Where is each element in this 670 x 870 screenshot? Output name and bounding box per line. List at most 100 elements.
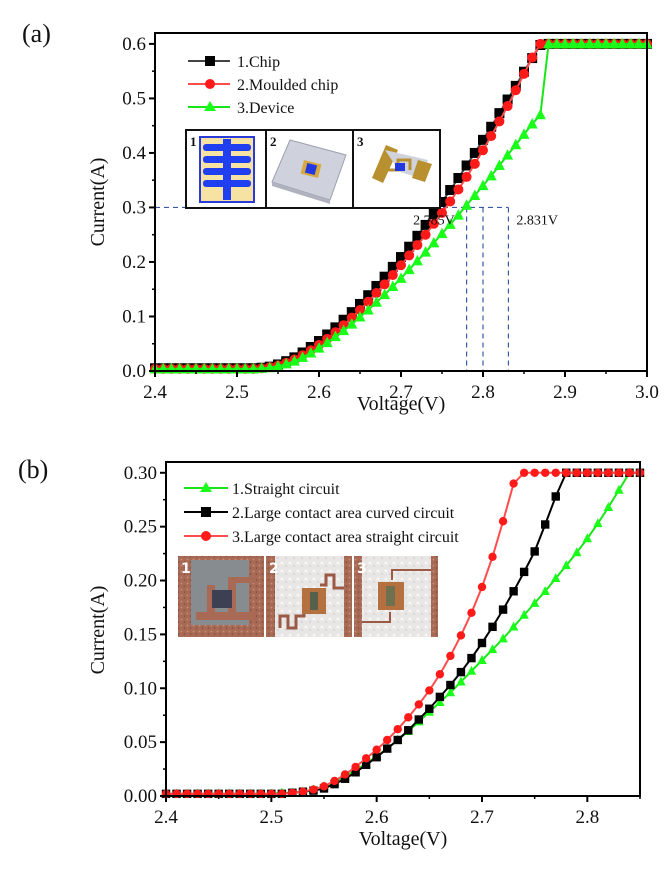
data-point-square	[340, 774, 350, 783]
data-point-circle	[446, 651, 455, 661]
data-point-circle	[456, 631, 466, 640]
inset-photo-straight-circuit: 1	[178, 556, 264, 637]
data-point-triangle	[593, 518, 603, 528]
svg-text:2.Moulded chip: 2.Moulded chip	[237, 77, 338, 94]
data-point-square	[530, 547, 539, 556]
data-point-circle	[593, 468, 603, 477]
data-point-square	[346, 307, 357, 318]
data-point-circle	[445, 196, 456, 207]
data-point-triangle	[436, 227, 448, 239]
data-point-circle	[372, 745, 381, 754]
data-point-circle	[404, 250, 415, 261]
data-point-circle	[363, 296, 374, 307]
y-tick-label: 0.1	[122, 306, 146, 327]
data-point-square	[425, 704, 434, 713]
data-point-triangle	[567, 37, 579, 49]
legend-item-device: 3.Device	[188, 100, 294, 117]
data-point-circle	[340, 770, 350, 779]
data-point-triangle	[540, 586, 550, 595]
data-point-circle	[541, 468, 550, 477]
data-point-square	[414, 715, 423, 724]
data-point-square	[541, 520, 550, 529]
data-point-triangle	[445, 687, 456, 697]
data-point-triangle	[508, 621, 519, 631]
data-point-triangle	[575, 37, 587, 49]
data-point-square	[509, 587, 518, 596]
data-point-triangle	[561, 560, 571, 570]
data-point-square	[412, 230, 423, 241]
data-point-circle	[478, 145, 488, 156]
svg-text:1.Chip: 1.Chip	[237, 54, 280, 71]
svg-text:3.Large contact area straight: 3.Large contact area straight circuit	[232, 529, 459, 546]
x-tick-label: 2.7	[389, 382, 413, 403]
data-point-square	[404, 726, 413, 735]
data-point-square	[445, 185, 456, 196]
x-tick-label: 2.8	[471, 382, 495, 403]
panel-a-insets: 1 2 3	[185, 129, 441, 209]
data-point-circle	[383, 735, 392, 745]
svg-text:2: 2	[270, 134, 277, 149]
data-point-circle	[469, 158, 480, 169]
y-tick-label: 0.30	[124, 463, 157, 484]
data-point-circle	[319, 782, 329, 791]
y-tick-label: 0.10	[124, 678, 157, 699]
y-tick-label: 0.05	[124, 732, 157, 753]
data-point-triangle	[582, 533, 593, 543]
svg-text:3: 3	[357, 134, 364, 149]
x-tick-label: 2.7	[470, 807, 494, 828]
svg-text:1: 1	[181, 561, 191, 577]
data-point-circle	[467, 608, 476, 618]
data-point-square	[396, 252, 406, 263]
data-point-triangle	[329, 330, 341, 342]
data-point-triangle	[519, 609, 529, 619]
data-point-circle	[351, 762, 360, 772]
data-point-circle	[309, 785, 318, 794]
data-point-square	[488, 622, 497, 632]
data-point-circle	[510, 85, 521, 96]
x-tick-label: 2.4	[154, 807, 178, 828]
data-point-circle	[428, 218, 439, 229]
svg-text:3.Device: 3.Device	[237, 100, 294, 117]
data-point-square	[338, 314, 349, 325]
data-point-circle	[527, 52, 538, 63]
y-tick-label: 0.4	[122, 143, 146, 164]
data-point-triangle	[526, 118, 538, 129]
x-tick-label: 2.6	[307, 382, 331, 403]
data-point-triangle	[346, 318, 358, 329]
data-point-circle	[355, 304, 365, 315]
data-point-triangle	[297, 351, 309, 362]
data-point-triangle	[288, 355, 300, 366]
data-point-triangle	[466, 665, 477, 675]
inset-device: 3	[352, 129, 441, 209]
data-point-square	[519, 567, 529, 577]
series-line-3	[166, 471, 640, 795]
data-point-square	[361, 760, 371, 769]
data-point-square	[486, 121, 497, 132]
x-tick-label: 2.5	[225, 382, 249, 403]
data-point-triangle	[280, 357, 292, 369]
panel-b: (b) 2.4 2.5 2.6 2.7 2.8 0.00 0.05 0.10 0.15 0.20 0…	[18, 455, 645, 850]
y-tick-label: 0.5	[122, 88, 146, 109]
data-point-circle	[498, 517, 508, 526]
data-point-triangle	[469, 189, 481, 200]
data-point-triangle	[452, 209, 464, 220]
x-tick-label: 3.0	[635, 382, 659, 403]
data-point-triangle	[435, 697, 445, 706]
data-point-circle	[486, 131, 497, 142]
data-point-triangle	[420, 246, 432, 257]
data-point-triangle	[370, 296, 382, 307]
data-point-triangle	[529, 597, 540, 607]
data-point-square	[453, 173, 464, 184]
square-marker-icon	[205, 56, 215, 66]
data-point-circle	[572, 468, 581, 477]
y-tick-label: 0.20	[124, 571, 157, 592]
data-point-circle	[404, 713, 413, 722]
data-point-circle	[453, 184, 464, 195]
panel-b-x-axis-label: Voltage(V)	[359, 828, 448, 850]
data-point-square	[387, 261, 398, 272]
data-point-triangle	[614, 484, 624, 494]
panel-a-y-axis-label: Current(A)	[87, 158, 109, 247]
data-point-circle	[435, 670, 445, 679]
data-point-circle	[519, 468, 529, 477]
